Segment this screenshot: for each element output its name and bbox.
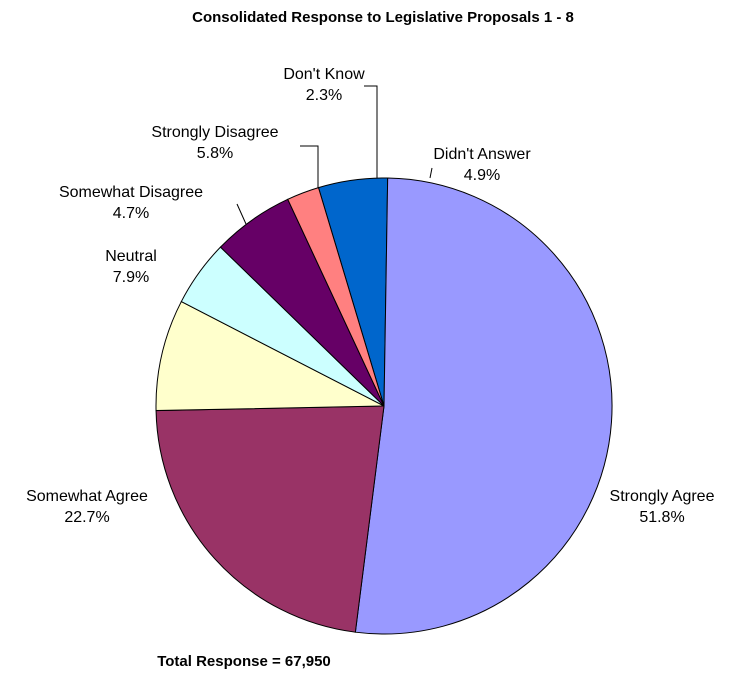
slice-name-somewhat-agree: Somewhat Agree — [26, 488, 148, 505]
slice-strongly-agree — [354, 177, 613, 635]
slice-name-neutral: Neutral — [105, 248, 157, 265]
chart-title: Consolidated Response to Legislative Pro… — [192, 9, 574, 26]
pie-slices — [155, 177, 613, 635]
slice-percent-neutral: 7.9% — [113, 269, 149, 286]
slice-name-don-t-know: Don't Know — [283, 66, 365, 83]
leader-line-didn-t-answer — [429, 167, 433, 179]
slice-percent-don-t-know: 2.3% — [306, 87, 342, 104]
slice-labels: Didn't Answer 4.9% Strongly Agree 51.8% Some… — [26, 66, 715, 526]
slice-percent-didn-t-answer: 4.9% — [464, 167, 500, 184]
leader-line-don-t-know — [364, 85, 378, 178]
slice-name-somewhat-disagree: Somewhat Disagree — [59, 184, 203, 201]
slice-name-strongly-disagree: Strongly Disagree — [151, 124, 278, 141]
total-response: Total Response = 67,950 — [157, 653, 331, 670]
leader-line-strongly-disagree — [300, 145, 319, 188]
slice-somewhat-agree — [155, 405, 385, 633]
slice-name-didn-t-answer: Didn't Answer — [433, 146, 531, 163]
slice-percent-somewhat-disagree: 4.7% — [113, 205, 149, 222]
slice-neutral — [155, 300, 385, 412]
leader-lines — [236, 85, 433, 225]
leader-line-somewhat-disagree — [236, 203, 247, 225]
slice-percent-somewhat-agree: 22.7% — [64, 509, 109, 526]
slice-percent-strongly-disagree: 5.8% — [197, 145, 233, 162]
slice-percent-strongly-agree: 51.8% — [639, 509, 684, 526]
slice-name-strongly-agree: Strongly Agree — [610, 488, 715, 505]
